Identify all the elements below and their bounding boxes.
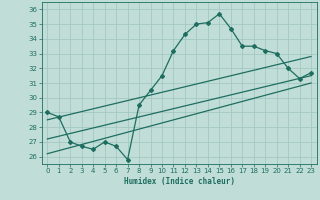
X-axis label: Humidex (Indice chaleur): Humidex (Indice chaleur): [124, 177, 235, 186]
